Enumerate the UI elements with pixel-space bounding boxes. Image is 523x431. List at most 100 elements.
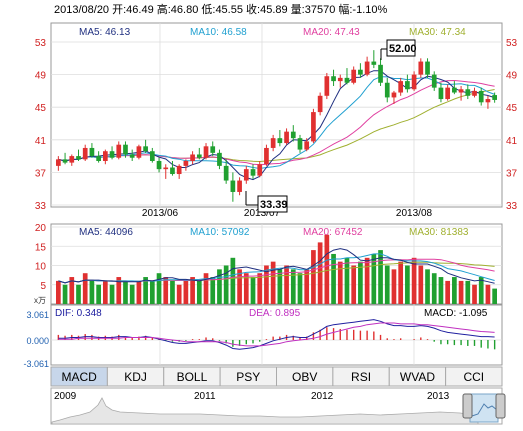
price-xtick: 2013/06: [142, 208, 179, 219]
tab-label[interactable]: KDJ: [124, 370, 147, 384]
candle: [378, 58, 383, 87]
candle-body: [418, 61, 424, 75]
candle: [217, 149, 222, 170]
candle-body: [217, 152, 222, 166]
candle-body: [123, 144, 128, 155]
navigator-left-handle[interactable]: [462, 393, 473, 419]
volume-bar: [183, 280, 189, 304]
volume-bar: [290, 269, 296, 304]
candle: [411, 71, 417, 91]
tab-label[interactable]: BOLL: [177, 370, 208, 384]
tab-label[interactable]: CCI: [463, 370, 484, 384]
candle-body: [458, 89, 464, 93]
tab-rsi[interactable]: RSI: [332, 366, 390, 387]
tab-label[interactable]: MACD: [62, 370, 98, 384]
price-ytick-right: 53: [506, 38, 518, 49]
volume-bar: [203, 273, 209, 304]
candle-body: [378, 64, 383, 83]
legend-entry: MA5: 46.13: [79, 27, 131, 38]
tab-obv[interactable]: OBV: [276, 366, 334, 387]
candle-body: [62, 159, 68, 163]
volume-bar: [264, 265, 269, 304]
candle: [391, 90, 397, 104]
candle: [89, 143, 95, 158]
legend-entry: MA5: 44096: [79, 227, 133, 238]
tab-psy[interactable]: PSY: [219, 366, 277, 387]
legend-entry: DIF: 0.348: [55, 308, 102, 319]
price-ytick-right: 49: [506, 71, 518, 82]
navigator-year: 2013: [427, 391, 450, 402]
candle-body: [270, 138, 276, 148]
macd-ytick: 3.061: [26, 310, 49, 320]
volume-bar: [149, 280, 155, 304]
volume-bars: [56, 234, 497, 304]
price-panel-frame: [50, 22, 503, 208]
volume-bar: [452, 277, 457, 304]
candle: [210, 141, 216, 157]
navigator-years: 2009 2011 2012 2013: [54, 391, 450, 402]
candle: [344, 68, 350, 85]
candle-body: [351, 69, 357, 83]
volume-bar: [76, 284, 81, 304]
tab-background[interactable]: [445, 366, 503, 387]
navigator-year: 2012: [311, 391, 334, 402]
volume-bar: [297, 273, 303, 304]
high-label: 52.00: [389, 43, 417, 55]
tab-boll[interactable]: BOLL: [163, 366, 221, 387]
candle-body: [358, 69, 363, 75]
candle-body: [284, 131, 289, 144]
volume-bar: [156, 273, 162, 304]
volume-bar: [210, 277, 216, 304]
candle-body: [136, 146, 142, 158]
volume-bar: [190, 277, 195, 304]
candle: [452, 81, 457, 95]
candle-body: [203, 146, 209, 158]
tab-label[interactable]: RSI: [351, 370, 371, 384]
tab-wvad[interactable]: WVAD: [388, 366, 447, 387]
tab-macd[interactable]: MACD: [50, 366, 108, 387]
candle: [331, 69, 336, 87]
volume-bar: [337, 261, 343, 304]
ma5-line: [58, 70, 495, 181]
tab-label[interactable]: OBV: [292, 370, 317, 384]
volume-bar: [425, 269, 430, 304]
price-ytick-left: 49: [35, 71, 47, 82]
volume-bar: [176, 284, 182, 304]
candle: [304, 138, 310, 152]
tab-label[interactable]: WVAD: [400, 370, 435, 384]
candle-body: [431, 74, 437, 88]
volume-bar: [358, 261, 363, 304]
candle-body: [76, 156, 81, 160]
candle-body: [311, 112, 316, 142]
candle-body: [109, 151, 115, 158]
tab-kdj[interactable]: KDJ: [106, 366, 165, 387]
tab-cci[interactable]: CCI: [445, 366, 503, 387]
volume-bar: [136, 280, 142, 304]
price-ytick-left: 33: [35, 201, 47, 212]
candle-body: [405, 81, 410, 90]
volume-bar: [465, 280, 471, 304]
volume-bar: [237, 269, 242, 304]
volume-bar: [344, 257, 350, 304]
low-callout: 33.39: [245, 191, 288, 213]
candle: [371, 50, 377, 69]
candle-body: [223, 165, 229, 181]
volume-bar: [371, 253, 377, 304]
tab-label[interactable]: PSY: [236, 370, 260, 384]
volume-bar: [69, 277, 75, 304]
candle: [69, 154, 75, 166]
navigator-year: 2011: [194, 391, 216, 402]
navigator-right-handle[interactable]: [495, 393, 506, 419]
price-ytick-right: 37: [506, 168, 518, 179]
candle-body: [143, 146, 148, 152]
candle: [337, 74, 343, 88]
volume-bar: [89, 280, 95, 304]
candle: [230, 172, 236, 202]
candle: [317, 92, 323, 116]
candle: [458, 86, 464, 101]
macd-series: [57, 319, 496, 350]
price-ytick-left: 45: [35, 103, 47, 114]
candle-body: [230, 180, 236, 192]
macd-ytick: 0.000: [26, 336, 49, 346]
candle-body: [485, 99, 491, 103]
